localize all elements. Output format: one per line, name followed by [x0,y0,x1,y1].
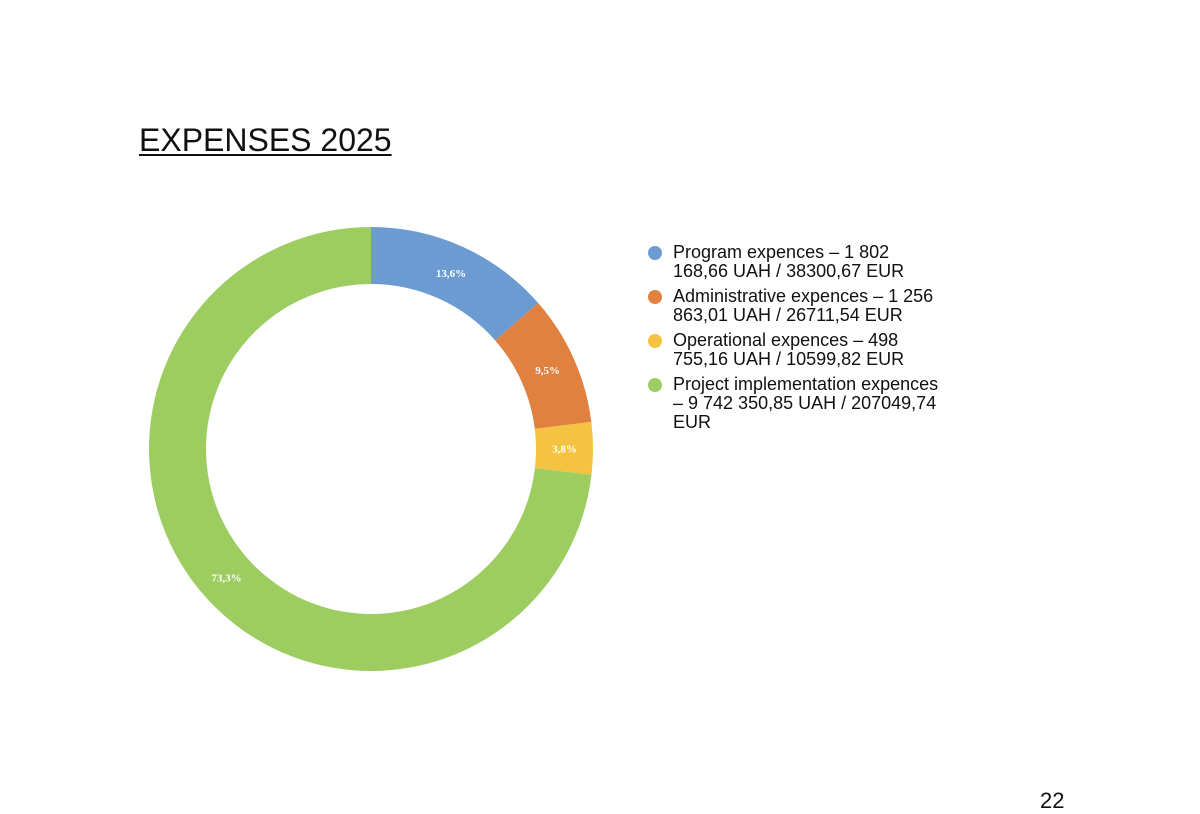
slice-labels: 13,6% 9,5% 3,8% 73,3% [211,268,577,585]
page-number: 22 [1040,788,1065,813]
donut-slices [148,227,593,671]
legend-item-program: Program expences – 1 802 168,66 UAH / 38… [648,243,948,281]
slice-program [371,227,539,341]
legend-marker-program [648,246,662,260]
legend-marker-project-implementation [648,378,662,392]
chart-legend: Program expences – 1 802 168,66 UAH / 38… [648,243,948,438]
legend-marker-administrative [648,290,662,304]
data-label-program: 13,6% [436,268,466,280]
legend-item-administrative: Administrative expences – 1 256 863,01 U… [648,287,948,325]
legend-marker-operational [648,334,662,348]
data-label-administrative: 9,5% [535,365,560,377]
data-label-operational: 3,8% [552,443,577,455]
legend-label-program: Program expences – 1 802 168,66 UAH / 38… [673,242,905,281]
legend-label-operational: Operational expences – 498 755,16 UAH / … [673,330,905,369]
legend-label-project-implementation: Project implementation expences – 9 742 … [673,374,939,432]
legend-item-operational: Operational expences – 498 755,16 UAH / … [648,331,948,369]
legend-item-project-implementation: Project implementation expences – 9 742 … [648,375,948,432]
slice-administrative [495,302,592,429]
data-label-project-implementation: 73,3% [211,573,241,585]
chart-title: EXPENSES 2025 [139,122,392,158]
slice-operational [534,421,593,475]
legend-label-administrative: Administrative expences – 1 256 863,01 U… [673,286,934,325]
